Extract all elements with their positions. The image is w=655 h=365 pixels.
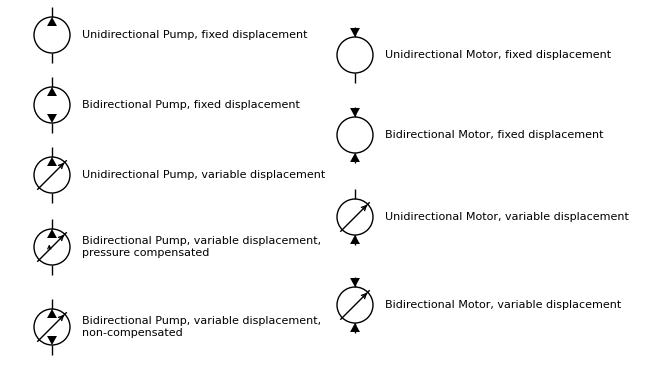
Polygon shape <box>47 87 57 96</box>
Text: Unidirectional Motor, variable displacement: Unidirectional Motor, variable displacem… <box>385 212 629 222</box>
Polygon shape <box>47 229 57 238</box>
Text: Unidirectional Motor, fixed displacement: Unidirectional Motor, fixed displacement <box>385 50 611 60</box>
Text: Unidirectional Pump, variable displacement: Unidirectional Pump, variable displaceme… <box>82 170 326 180</box>
Text: Bidirectional Motor, variable displacement: Bidirectional Motor, variable displaceme… <box>385 300 621 310</box>
Polygon shape <box>350 278 360 287</box>
Polygon shape <box>350 153 360 162</box>
Text: Bidirectional Pump, fixed displacement: Bidirectional Pump, fixed displacement <box>82 100 300 110</box>
Text: Bidirectional Motor, fixed displacement: Bidirectional Motor, fixed displacement <box>385 130 603 140</box>
Polygon shape <box>47 309 57 318</box>
Polygon shape <box>350 323 360 332</box>
Polygon shape <box>350 235 360 244</box>
Polygon shape <box>47 114 57 123</box>
Text: Unidirectional Pump, fixed displacement: Unidirectional Pump, fixed displacement <box>82 30 307 40</box>
Polygon shape <box>47 17 57 26</box>
Polygon shape <box>47 157 57 166</box>
Polygon shape <box>350 108 360 117</box>
Text: Bidirectional Pump, variable displacement,
pressure compensated: Bidirectional Pump, variable displacemen… <box>82 236 321 258</box>
Polygon shape <box>350 28 360 37</box>
Text: Bidirectional Pump, variable displacement,
non-compensated: Bidirectional Pump, variable displacemen… <box>82 316 321 338</box>
Polygon shape <box>47 336 57 345</box>
